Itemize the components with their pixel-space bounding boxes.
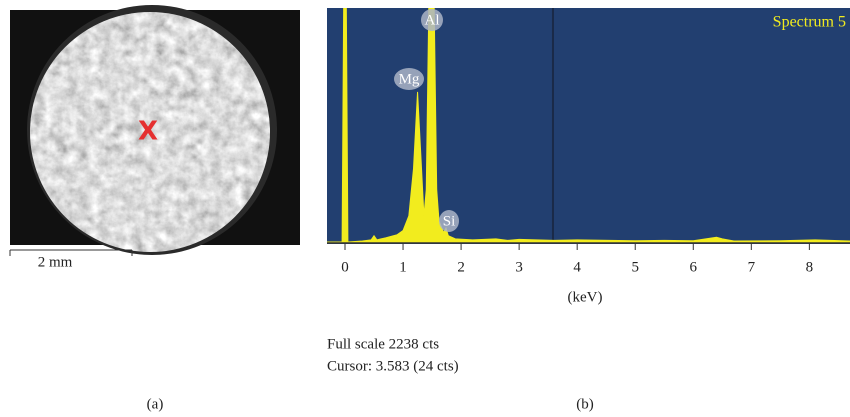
x-tick-label: 8: [806, 259, 814, 275]
peak-label-bubble: [394, 68, 424, 90]
peak-label: Mg: [399, 71, 420, 87]
legend: Spectrum 5: [773, 14, 846, 31]
peak-label: Si: [443, 213, 456, 229]
full-scale: Full scale 2238 cts: [327, 336, 439, 352]
peak-label: Al: [425, 12, 440, 28]
x-tick-label: 3: [515, 259, 523, 275]
x-axis-label: (keV): [568, 289, 603, 305]
scale-label: 2 mm: [38, 254, 73, 270]
x-tick-label: 7: [748, 259, 756, 275]
peak-label-bubble: [421, 9, 443, 31]
sem-image: X: [10, 5, 300, 255]
scale-bar: 2 mm: [9, 249, 133, 270]
x-tick-label: 6: [690, 259, 698, 275]
x-tick-label: 4: [573, 259, 581, 275]
peak-label-bubble: [439, 210, 459, 232]
sample-disk: [30, 12, 270, 252]
x-tick-label: 0: [341, 259, 349, 275]
x-tick-label: 5: [631, 259, 639, 275]
x-tick-label: 2: [457, 259, 465, 275]
caption-a: (a): [147, 396, 164, 412]
plot-background: [327, 8, 850, 244]
x-tick-label: 1: [399, 259, 407, 275]
caption-b: (b): [576, 396, 594, 412]
analysis-marker: X: [138, 117, 158, 147]
cursor-label: Cursor: 3.583 (24 cts): [327, 358, 459, 374]
